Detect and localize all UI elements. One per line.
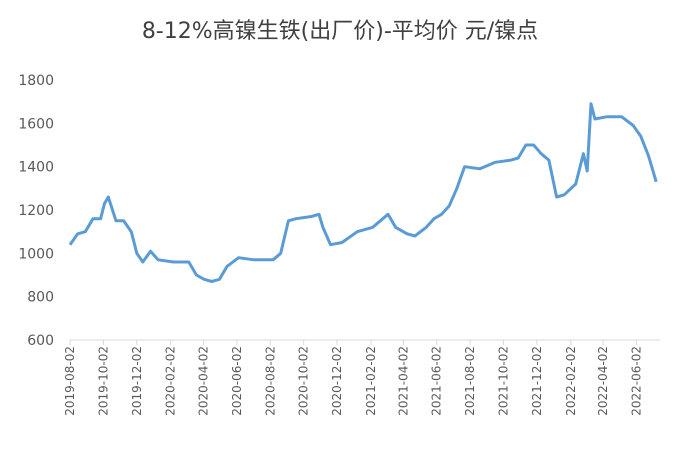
y-tick-label: 1800	[18, 73, 54, 89]
x-tick-label: 2020-10-02	[297, 346, 311, 416]
y-tick-label: 1200	[18, 203, 54, 219]
x-tick-label: 2020-02-02	[164, 346, 178, 416]
y-tick-label: 1400	[18, 160, 54, 176]
x-tick-label: 2021-06-02	[430, 346, 444, 416]
chart-title: 8-12%高镍生铁(出厂价)-平均价 元/镍点	[142, 19, 538, 44]
y-tick-label: 600	[27, 333, 54, 349]
x-tick-label: 2020-06-02	[230, 346, 244, 416]
x-tick-label: 2020-12-02	[330, 346, 344, 416]
x-tick-label: 2019-08-02	[63, 346, 77, 416]
x-tick-label: 2019-10-02	[96, 346, 110, 416]
x-tick-label: 2022-02-02	[564, 346, 578, 416]
y-tick-label: 800	[27, 290, 54, 306]
x-tick-label: 2020-08-02	[263, 346, 277, 416]
x-tick-label: 2021-08-02	[463, 346, 477, 416]
y-tick-label: 1600	[18, 116, 54, 132]
x-tick-label: 2021-10-02	[496, 346, 510, 416]
x-tick-label: 2021-04-02	[396, 346, 410, 416]
x-tick-label: 2020-04-02	[197, 346, 211, 416]
y-tick-label: 1000	[18, 246, 54, 262]
x-tick-label: 2021-02-02	[364, 346, 378, 416]
x-tick-label: 2021-12-02	[530, 346, 544, 416]
x-tick-label: 2019-12-02	[130, 346, 144, 416]
x-tick-label: 2022-04-02	[596, 346, 610, 416]
line-series	[68, 102, 658, 283]
x-tick-label: 2022-06-02	[629, 346, 643, 416]
